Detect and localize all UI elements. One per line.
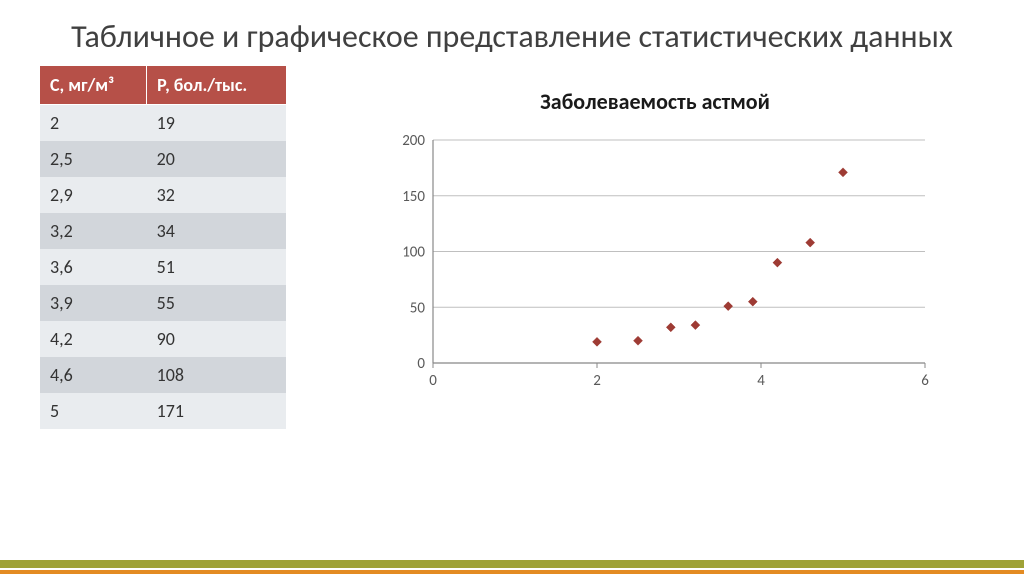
slide: Табличное и графическое представление ст… (0, 0, 1024, 574)
table-row: 2,932 (40, 177, 286, 213)
table-row: 4,290 (40, 321, 286, 357)
data-point (839, 168, 848, 177)
data-point (666, 323, 675, 332)
table-row: 219 (40, 105, 286, 142)
ytick-label: 100 (402, 244, 425, 262)
col-header-p: Р, бол./тыс. (147, 66, 286, 105)
cell-c: 3,6 (40, 249, 147, 285)
cell-p: 108 (147, 357, 286, 393)
ytick-label: 150 (402, 188, 425, 206)
xtick-label: 2 (593, 372, 601, 390)
table-row: 4,6108 (40, 357, 286, 393)
table-row: 3,651 (40, 249, 286, 285)
ytick-label: 200 (402, 132, 425, 150)
data-point (773, 259, 782, 268)
cell-c: 4,2 (40, 321, 147, 357)
footer-accent (0, 564, 1024, 574)
table-header-row: С, мг/м³ Р, бол./тыс. (40, 66, 286, 105)
cell-p: 32 (147, 177, 286, 213)
footer-stripe-orange (0, 570, 1024, 574)
ytick-label: 0 (417, 355, 425, 373)
data-point (593, 338, 602, 347)
chart-title: Заболеваемость астмой (326, 88, 984, 115)
cell-c: 5 (40, 393, 147, 429)
cell-c: 3,9 (40, 285, 147, 321)
data-table: С, мг/м³ Р, бол./тыс. 2192,5202,9323,234… (40, 66, 286, 429)
cell-p: 90 (147, 321, 286, 357)
cell-c: 3,2 (40, 213, 147, 249)
cell-c: 2,9 (40, 177, 147, 213)
table-row: 3,234 (40, 213, 286, 249)
cell-c: 4,6 (40, 357, 147, 393)
cell-p: 34 (147, 213, 286, 249)
cell-c: 2 (40, 105, 147, 142)
data-point (634, 337, 643, 346)
col-header-c: С, мг/м³ (40, 66, 147, 105)
cell-p: 19 (147, 105, 286, 142)
xtick-label: 6 (921, 372, 929, 390)
table-row: 5171 (40, 393, 286, 429)
table-row: 2,520 (40, 141, 286, 177)
cell-p: 171 (147, 393, 286, 429)
cell-p: 20 (147, 141, 286, 177)
ytick-label: 50 (410, 300, 426, 318)
data-table-wrap: С, мг/м³ Р, бол./тыс. 2192,5202,9323,234… (40, 66, 286, 429)
data-point (724, 302, 733, 311)
footer-stripe-olive (0, 560, 1024, 568)
table-row: 3,955 (40, 285, 286, 321)
data-point (691, 321, 700, 330)
page-title: Табличное и графическое представление ст… (40, 18, 984, 56)
xtick-label: 0 (429, 372, 437, 390)
cell-p: 51 (147, 249, 286, 285)
data-point (748, 298, 757, 307)
scatter-chart: 0 50 100 150 200 0 2 4 6 (375, 125, 935, 395)
cell-p: 55 (147, 285, 286, 321)
content-row: С, мг/м³ Р, бол./тыс. 2192,5202,9323,234… (40, 66, 984, 429)
xtick-label: 4 (757, 372, 765, 390)
cell-c: 2,5 (40, 141, 147, 177)
chart-wrap: Заболеваемость астмой 0 50 100 150 200 0 2 4 6 (326, 66, 984, 395)
data-point (806, 238, 815, 247)
